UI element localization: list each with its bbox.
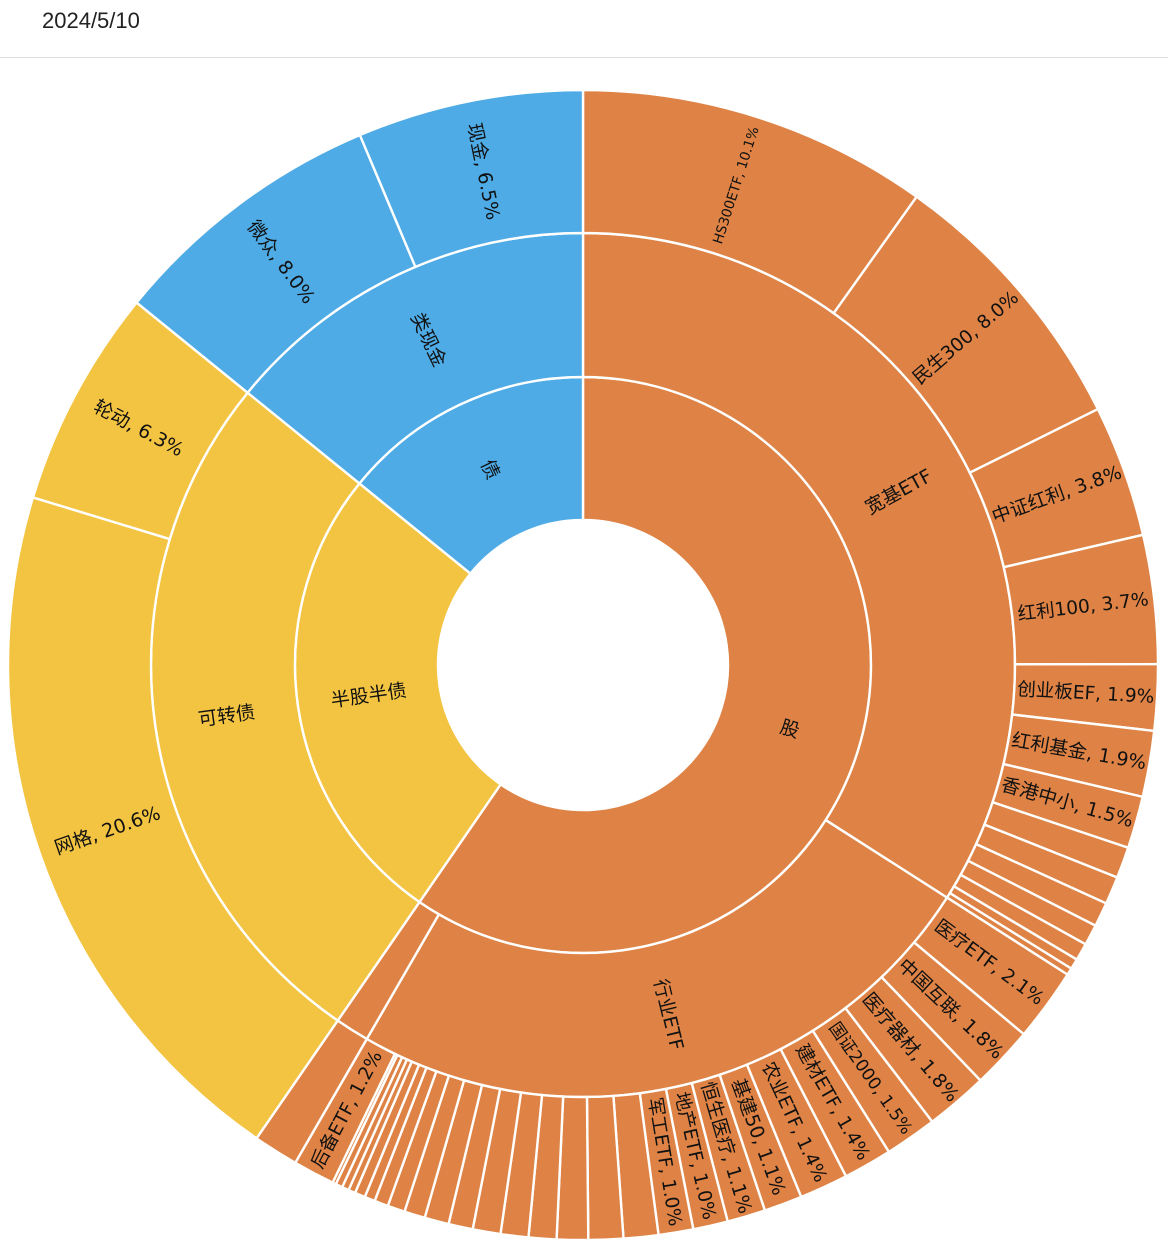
- date-label: 2024/5/10: [42, 8, 140, 33]
- sunburst-segment-网格-20-6-[interactable]: [6, 495, 340, 1140]
- sunburst-segment-现金-6-5-[interactable]: [358, 88, 585, 269]
- header-bar: 2024/5/10: [0, 0, 1168, 58]
